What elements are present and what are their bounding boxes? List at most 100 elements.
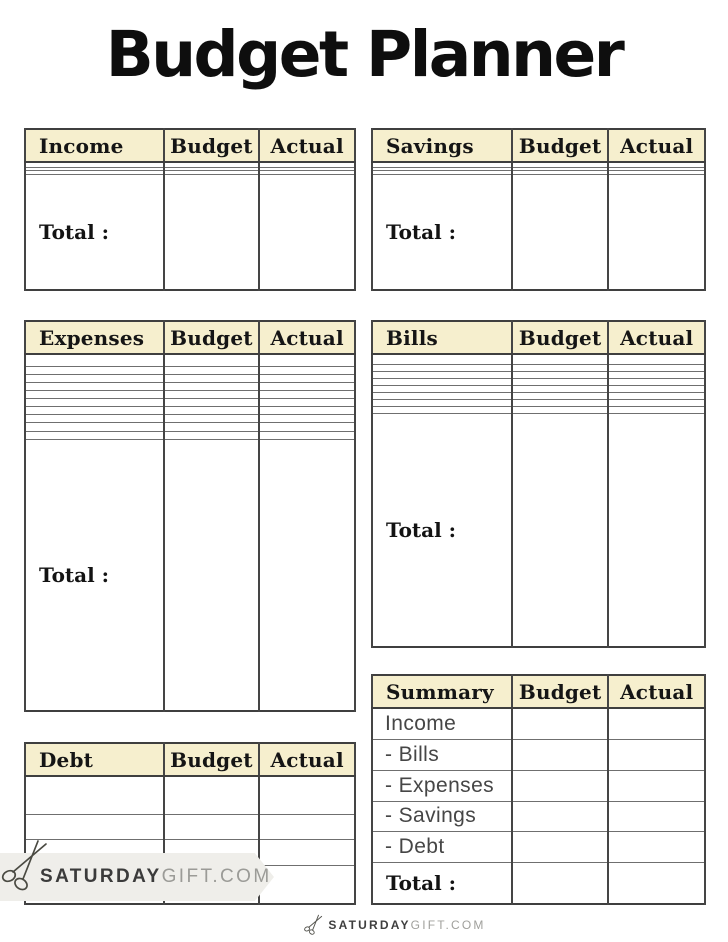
summary-title-header: Summary: [371, 674, 513, 709]
empty-row: [24, 389, 356, 400]
savings-title-header: Savings: [371, 128, 513, 163]
summary-table: Summary Budget Actual Income - Bills - Exp…: [371, 674, 706, 905]
summary-row-label: - Debt: [371, 831, 513, 864]
empty-row: [371, 384, 706, 393]
total-label: Total :: [24, 438, 165, 712]
summary-row-label: - Bills: [371, 738, 513, 771]
empty-cell: [162, 381, 261, 391]
budget-column-header: Budget: [162, 320, 261, 355]
total-label: Total :: [371, 173, 513, 291]
empty-row: [24, 381, 356, 391]
actual-column-header: Actual: [607, 674, 706, 709]
empty-row: [24, 353, 356, 367]
total-budget-cell: [510, 862, 610, 905]
budget-column-header: Budget: [510, 320, 610, 355]
summary-row-label: Income: [371, 707, 513, 740]
bills-table: Bills Budget Actual Total :: [371, 320, 706, 648]
expenses-title-header: Expenses: [24, 320, 165, 355]
footer-brand-text: SATURDAYGIFT.COM: [328, 918, 485, 932]
total-budget-cell: [510, 412, 610, 648]
empty-cell: [162, 353, 261, 367]
empty-row: [371, 363, 706, 372]
empty-cell: [258, 381, 356, 391]
empty-cell: [510, 370, 610, 379]
empty-row: [371, 353, 706, 365]
empty-row: [371, 405, 706, 414]
total-budget-cell: [510, 173, 610, 291]
total-budget-cell: [162, 173, 261, 291]
empty-cell: [371, 391, 513, 400]
empty-cell: [258, 389, 356, 400]
savings-header-row: Savings Budget Actual: [371, 128, 706, 163]
empty-cell: [162, 775, 261, 815]
budget-column-header: Budget: [510, 674, 610, 709]
actual-column-header: Actual: [607, 128, 706, 163]
empty-cell: [607, 738, 706, 771]
empty-cell: [607, 363, 706, 372]
empty-cell: [162, 430, 261, 440]
page-title: Budget Planner: [105, 18, 625, 91]
empty-cell: [24, 422, 165, 432]
summary-row: - Bills: [371, 738, 706, 771]
empty-cell: [510, 170, 610, 175]
empty-cell: [258, 430, 356, 440]
empty-row: [24, 406, 356, 416]
empty-cell: [371, 384, 513, 393]
empty-row: [24, 813, 356, 841]
empty-cell: [258, 414, 356, 424]
empty-cell: [371, 398, 513, 407]
empty-cell: [607, 370, 706, 379]
income-title-header: Income: [24, 128, 165, 163]
empty-cell: [371, 377, 513, 386]
empty-cell: [607, 707, 706, 740]
empty-cell: [258, 865, 356, 905]
actual-column-header: Actual: [258, 320, 356, 355]
income-total-row: Total :: [24, 173, 356, 291]
income-header-row: Income Budget Actual: [24, 128, 356, 163]
total-actual-cell: [258, 438, 356, 712]
empty-cell: [24, 373, 165, 383]
empty-cell: [607, 353, 706, 365]
empty-cell: [510, 800, 610, 833]
total-actual-cell: [607, 862, 706, 905]
empty-cell: [258, 406, 356, 416]
empty-cell: [24, 353, 165, 367]
empty-cell: [607, 384, 706, 393]
empty-cell: [258, 398, 356, 408]
bills-header-row: Bills Budget Actual: [371, 320, 706, 355]
expenses-total-row: Total :: [24, 438, 356, 712]
summary-row-label: - Expenses: [371, 769, 513, 802]
total-label: Total :: [371, 862, 513, 905]
scissors-icon: [1, 840, 47, 891]
bills-total-row: Total :: [371, 412, 706, 648]
empty-row: [24, 430, 356, 440]
summary-row-label: - Savings: [371, 800, 513, 833]
empty-cell: [510, 384, 610, 393]
empty-row: [371, 398, 706, 407]
total-budget-cell: [162, 438, 261, 712]
empty-row: [24, 170, 356, 175]
empty-cell: [162, 406, 261, 416]
empty-cell: [162, 389, 261, 400]
empty-row: [24, 775, 356, 815]
summary-header-row: Summary Budget Actual: [371, 674, 706, 709]
empty-cell: [258, 839, 356, 867]
empty-cell: [607, 405, 706, 414]
empty-cell: [607, 377, 706, 386]
empty-row: [24, 365, 356, 375]
total-actual-cell: [607, 412, 706, 648]
brand-bold-text: SATURDAY: [328, 918, 411, 932]
brand-bold-text: SATURDAY: [40, 866, 162, 887]
empty-cell: [607, 831, 706, 864]
bills-title-header: Bills: [371, 320, 513, 355]
empty-cell: [258, 373, 356, 383]
empty-cell: [24, 813, 165, 841]
empty-cell: [24, 398, 165, 408]
expenses-header-row: Expenses Budget Actual: [24, 320, 356, 355]
empty-cell: [24, 381, 165, 391]
empty-cell: [24, 414, 165, 424]
empty-cell: [24, 365, 165, 375]
summary-row: - Debt: [371, 831, 706, 864]
empty-cell: [24, 389, 165, 400]
empty-row: [24, 414, 356, 424]
